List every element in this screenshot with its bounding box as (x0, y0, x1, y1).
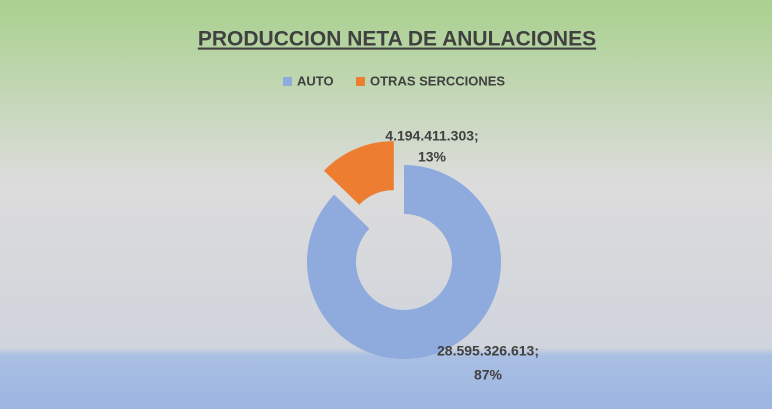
legend-label: AUTO (297, 73, 334, 88)
data-label: 28.595.326.613; (437, 343, 539, 359)
chart-title: PRODUCCION NETA DE ANULACIONES (198, 28, 596, 51)
data-label-percent: 87% (474, 367, 503, 383)
legend-swatch (356, 77, 365, 86)
data-label-percent: 13% (418, 149, 447, 165)
donut-slice (307, 165, 501, 359)
legend-swatch (283, 77, 292, 86)
donut-slice (323, 141, 394, 205)
legend-label: OTRAS SERCCIONES (370, 73, 505, 88)
data-label: 4.194.411.303; (385, 128, 478, 144)
